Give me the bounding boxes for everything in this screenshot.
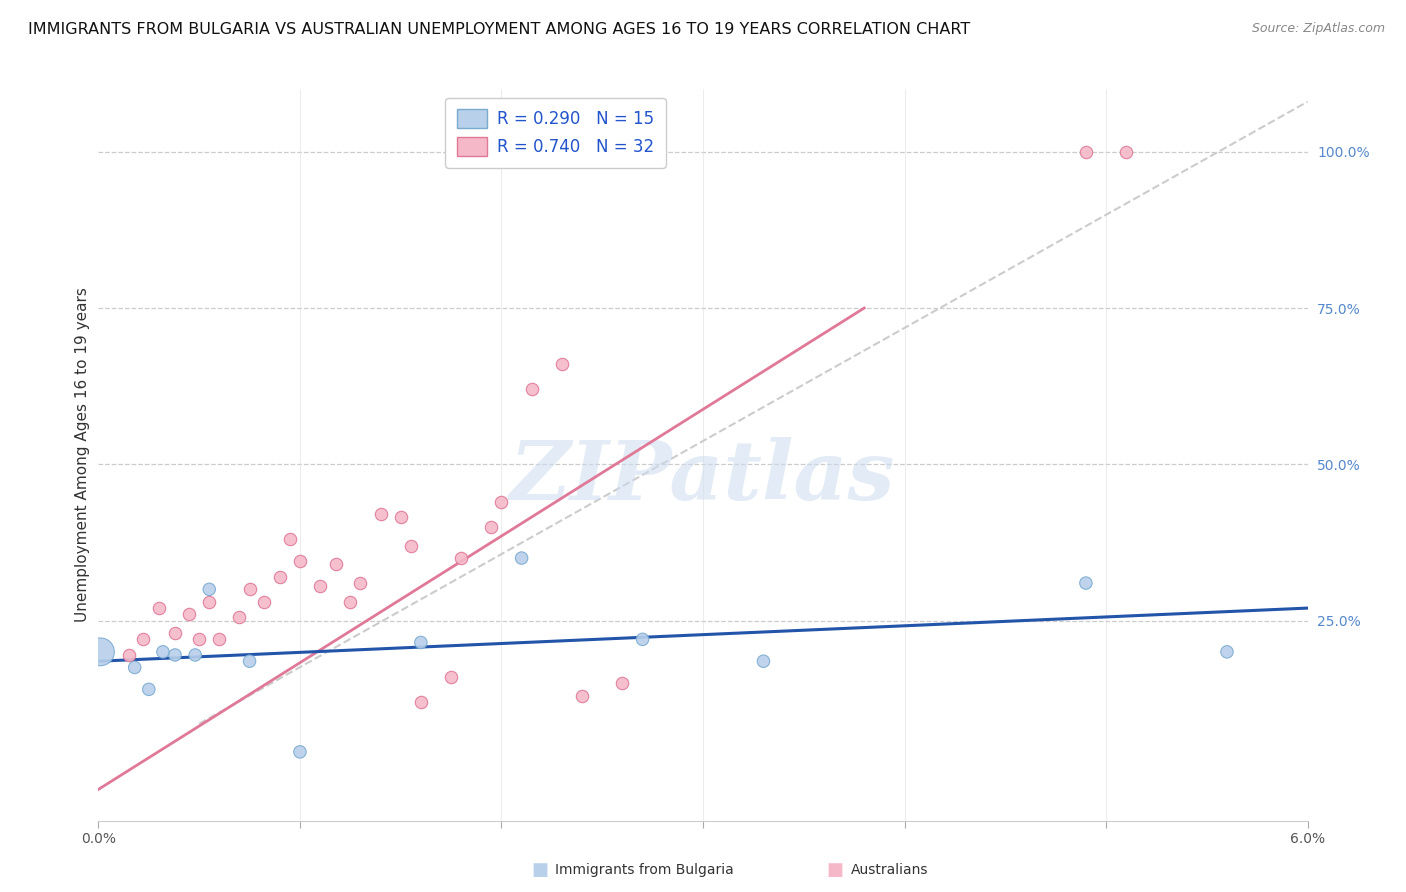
Point bbox=[409, 635, 432, 649]
Y-axis label: Unemployment Among Ages 16 to 19 years: Unemployment Among Ages 16 to 19 years bbox=[75, 287, 90, 623]
Text: ■: ■ bbox=[531, 861, 548, 879]
Point bbox=[118, 648, 141, 662]
Point bbox=[491, 495, 513, 509]
Point bbox=[571, 689, 593, 703]
Point bbox=[132, 632, 155, 647]
Point bbox=[551, 357, 574, 371]
Point bbox=[349, 576, 371, 591]
Point bbox=[163, 648, 186, 662]
Point bbox=[631, 632, 654, 647]
Point bbox=[1115, 145, 1137, 159]
Point bbox=[184, 648, 207, 662]
Point bbox=[179, 607, 201, 622]
Point bbox=[124, 660, 146, 674]
Point bbox=[370, 508, 392, 522]
Point bbox=[228, 610, 250, 624]
Point bbox=[198, 595, 221, 609]
Text: ■: ■ bbox=[827, 861, 844, 879]
Text: IMMIGRANTS FROM BULGARIA VS AUSTRALIAN UNEMPLOYMENT AMONG AGES 16 TO 19 YEARS CO: IMMIGRANTS FROM BULGARIA VS AUSTRALIAN U… bbox=[28, 22, 970, 37]
Point bbox=[481, 520, 503, 534]
Point bbox=[325, 558, 347, 572]
Point bbox=[1074, 576, 1097, 591]
Text: Source: ZipAtlas.com: Source: ZipAtlas.com bbox=[1251, 22, 1385, 36]
Point bbox=[389, 510, 412, 524]
Point bbox=[89, 645, 111, 659]
Point bbox=[1074, 145, 1097, 159]
Point bbox=[612, 676, 634, 690]
Text: ZIPatlas: ZIPatlas bbox=[510, 437, 896, 516]
Point bbox=[188, 632, 211, 647]
Point bbox=[138, 682, 160, 697]
Point bbox=[208, 632, 231, 647]
Point bbox=[440, 670, 463, 684]
Point bbox=[269, 570, 291, 584]
Point bbox=[752, 654, 775, 668]
Text: Immigrants from Bulgaria: Immigrants from Bulgaria bbox=[555, 863, 734, 877]
Text: Australians: Australians bbox=[851, 863, 928, 877]
Point bbox=[288, 554, 311, 568]
Point bbox=[152, 645, 174, 659]
Point bbox=[399, 539, 422, 553]
Point bbox=[163, 626, 186, 640]
Point bbox=[510, 551, 533, 566]
Point bbox=[520, 382, 543, 396]
Legend: R = 0.290   N = 15, R = 0.740   N = 32: R = 0.290 N = 15, R = 0.740 N = 32 bbox=[446, 97, 666, 168]
Point bbox=[339, 595, 361, 609]
Point bbox=[253, 595, 276, 609]
Point bbox=[198, 582, 221, 597]
Point bbox=[309, 579, 332, 593]
Point bbox=[239, 654, 262, 668]
Point bbox=[278, 533, 301, 547]
Point bbox=[148, 601, 170, 615]
Point bbox=[288, 745, 311, 759]
Point bbox=[1216, 645, 1239, 659]
Point bbox=[239, 582, 262, 597]
Point bbox=[409, 695, 432, 709]
Point bbox=[450, 551, 472, 566]
